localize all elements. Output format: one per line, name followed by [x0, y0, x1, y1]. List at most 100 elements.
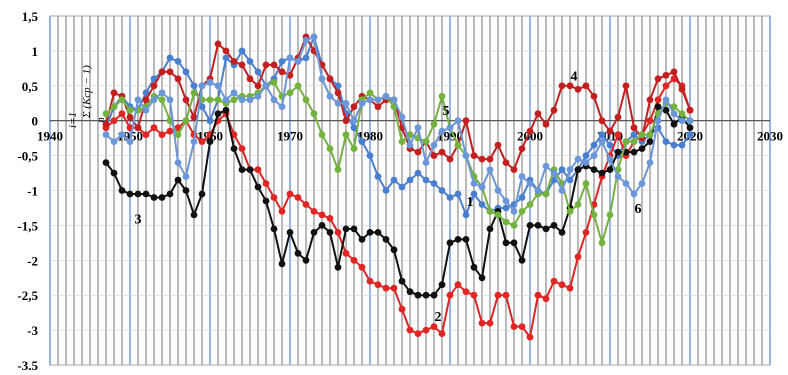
- data-point: [110, 169, 118, 177]
- data-point: [126, 190, 134, 198]
- data-point: [334, 89, 342, 97]
- data-point: [414, 148, 422, 156]
- data-point: [134, 190, 142, 198]
- series-3: [102, 103, 694, 299]
- data-point: [614, 113, 622, 121]
- data-point: [318, 222, 326, 229]
- data-point: [662, 96, 670, 104]
- data-point: [654, 103, 662, 111]
- data-point: [150, 96, 158, 104]
- x-tick-label: 1970: [277, 129, 303, 144]
- data-point: [446, 124, 454, 132]
- data-point: [294, 194, 302, 201]
- data-point: [254, 183, 262, 191]
- data-point: [158, 131, 166, 139]
- data-point: [390, 284, 398, 292]
- data-point: [390, 246, 398, 254]
- data-point: [422, 291, 430, 299]
- y-axis-label-main: Σ (Kcp − 1): [81, 65, 93, 119]
- x-tick-label: 2030: [757, 129, 783, 144]
- data-point: [654, 117, 662, 125]
- data-point: [486, 208, 494, 215]
- x-tick-label: 1940: [37, 129, 63, 144]
- y-axis-label: i=1 Σ (Kcp − 1) n: [67, 65, 107, 128]
- y-tick-label: 1,5: [22, 9, 39, 24]
- data-point: [326, 92, 334, 100]
- data-point: [278, 58, 286, 65]
- data-point: [342, 131, 350, 139]
- data-point: [150, 124, 158, 132]
- data-point: [502, 218, 510, 226]
- data-point: [430, 152, 438, 160]
- data-point: [646, 131, 654, 139]
- data-point: [398, 138, 406, 146]
- data-point: [406, 326, 414, 334]
- data-point: [582, 229, 590, 236]
- data-point: [598, 117, 606, 125]
- data-point: [510, 208, 518, 215]
- series-6: [102, 33, 694, 215]
- data-point: [606, 211, 614, 219]
- data-point: [526, 127, 534, 135]
- data-point: [206, 117, 214, 125]
- data-point: [518, 145, 526, 153]
- data-point: [670, 141, 678, 149]
- data-point: [366, 277, 374, 285]
- data-point: [262, 197, 270, 205]
- y-tick-label: 0: [32, 114, 39, 129]
- data-point: [398, 305, 406, 313]
- data-point: [374, 281, 382, 289]
- data-point: [254, 92, 262, 100]
- data-point: [302, 54, 310, 62]
- data-point: [430, 141, 438, 149]
- data-point: [158, 96, 166, 104]
- data-point: [366, 96, 374, 104]
- data-point: [606, 155, 614, 163]
- data-point: [582, 152, 590, 160]
- data-point: [142, 96, 150, 104]
- data-point: [606, 141, 614, 149]
- data-point: [686, 117, 694, 125]
- data-point: [654, 75, 662, 83]
- data-point: [574, 85, 582, 93]
- data-point: [374, 173, 382, 180]
- data-point: [326, 229, 334, 236]
- data-point: [454, 117, 462, 125]
- data-point: [430, 180, 438, 187]
- data-point: [230, 145, 238, 153]
- data-point: [510, 166, 518, 174]
- data-point: [270, 78, 278, 86]
- data-point: [334, 99, 342, 107]
- data-point: [166, 54, 174, 62]
- data-point: [198, 103, 206, 111]
- data-point: [526, 333, 534, 341]
- data-point: [590, 211, 598, 219]
- data-point: [102, 120, 110, 128]
- data-point: [118, 110, 126, 118]
- data-point: [342, 249, 350, 257]
- series-label-4: 4: [571, 69, 578, 84]
- data-point: [526, 201, 534, 208]
- data-point: [310, 208, 318, 215]
- data-point: [150, 82, 158, 90]
- data-point: [414, 169, 422, 177]
- data-point: [294, 82, 302, 90]
- data-point: [262, 61, 270, 69]
- data-point: [174, 159, 182, 167]
- data-point: [582, 159, 590, 167]
- data-point: [382, 187, 390, 194]
- data-point: [590, 166, 598, 174]
- data-point: [486, 225, 494, 233]
- data-point: [374, 229, 382, 236]
- data-point: [526, 180, 534, 187]
- data-point: [462, 236, 470, 243]
- data-point: [614, 173, 622, 180]
- y-tick-label: 1: [32, 44, 39, 59]
- data-point: [630, 190, 638, 198]
- data-point: [270, 225, 278, 233]
- data-point: [534, 110, 542, 118]
- data-point: [454, 236, 462, 243]
- data-point: [126, 106, 134, 114]
- data-point: [102, 131, 110, 139]
- data-point: [518, 323, 526, 330]
